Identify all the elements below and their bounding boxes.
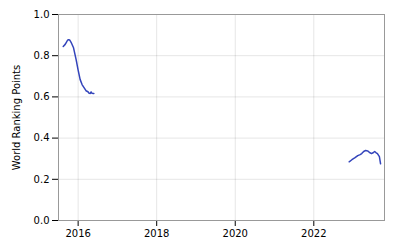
svg-text:0.8: 0.8 — [34, 50, 50, 61]
svg-text:1.0: 1.0 — [34, 9, 50, 20]
svg-text:0.2: 0.2 — [34, 174, 50, 185]
svg-text:World Ranking Points: World Ranking Points — [11, 65, 22, 171]
svg-text:2022: 2022 — [301, 228, 326, 239]
svg-text:2020: 2020 — [223, 228, 248, 239]
svg-text:0.4: 0.4 — [34, 132, 50, 143]
svg-text:0.0: 0.0 — [34, 215, 50, 226]
svg-text:2016: 2016 — [65, 228, 90, 239]
svg-text:0.6: 0.6 — [34, 91, 50, 102]
svg-text:2018: 2018 — [144, 228, 169, 239]
